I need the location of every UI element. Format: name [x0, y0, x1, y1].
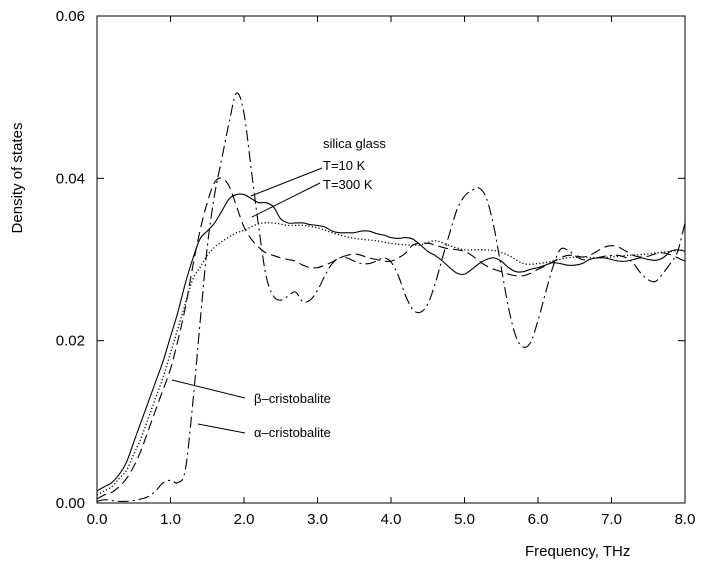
- series-line-alpha-cristobalite: [96, 92, 686, 503]
- x-tick-label: 6.0: [528, 511, 549, 528]
- leader-beta: [171, 379, 246, 399]
- series-line-beta-cristobalite: [96, 177, 686, 500]
- y-tick-label: 0.06: [56, 8, 85, 25]
- annotation-silica-glass: silica glass: [323, 136, 386, 151]
- x-tick-label: 4.0: [381, 511, 402, 528]
- y-tick-label: 0.04: [56, 170, 85, 187]
- x-tick-label: 1.0: [160, 511, 181, 528]
- plot-frame: [96, 15, 686, 504]
- series-line-silica-t10: [96, 193, 686, 492]
- x-tick-label: 2.0: [234, 511, 255, 528]
- y-tick-label: 0.00: [56, 495, 85, 512]
- leader-t10: [250, 167, 323, 197]
- x-tick-label: 0.0: [87, 511, 108, 528]
- annotation-t300: T=300 K: [323, 177, 373, 192]
- y-tick-label: 0.02: [56, 333, 85, 350]
- x-tick-label: 7.0: [601, 511, 622, 528]
- x-tick-label: 5.0: [454, 511, 475, 528]
- ticks: 0.0 1.0 2.0 3.0 4.0 5.0 6.0 7.0 8.0 0.00 0.02 0.04 0…: [56, 8, 696, 528]
- annotation-beta-cristobalite: β–cristobalite: [254, 391, 331, 406]
- leader-alpha: [197, 423, 246, 434]
- y-axis-label: Density of states: [9, 123, 26, 234]
- leader-t300: [251, 182, 321, 218]
- series-line-silica-t300: [96, 222, 686, 496]
- series-layer: [96, 92, 686, 503]
- annotation-alpha-cristobalite: α–cristobalite: [254, 425, 331, 440]
- x-axis-label: Frequency, THz: [525, 543, 630, 560]
- x-tick-label: 3.0: [307, 511, 328, 528]
- x-tick-label: 8.0: [675, 511, 696, 528]
- annotations: silica glass T=10 K T=300 K β–cristobali…: [171, 136, 386, 440]
- annotation-t10: T=10 K: [323, 158, 366, 173]
- axes: [96, 15, 686, 504]
